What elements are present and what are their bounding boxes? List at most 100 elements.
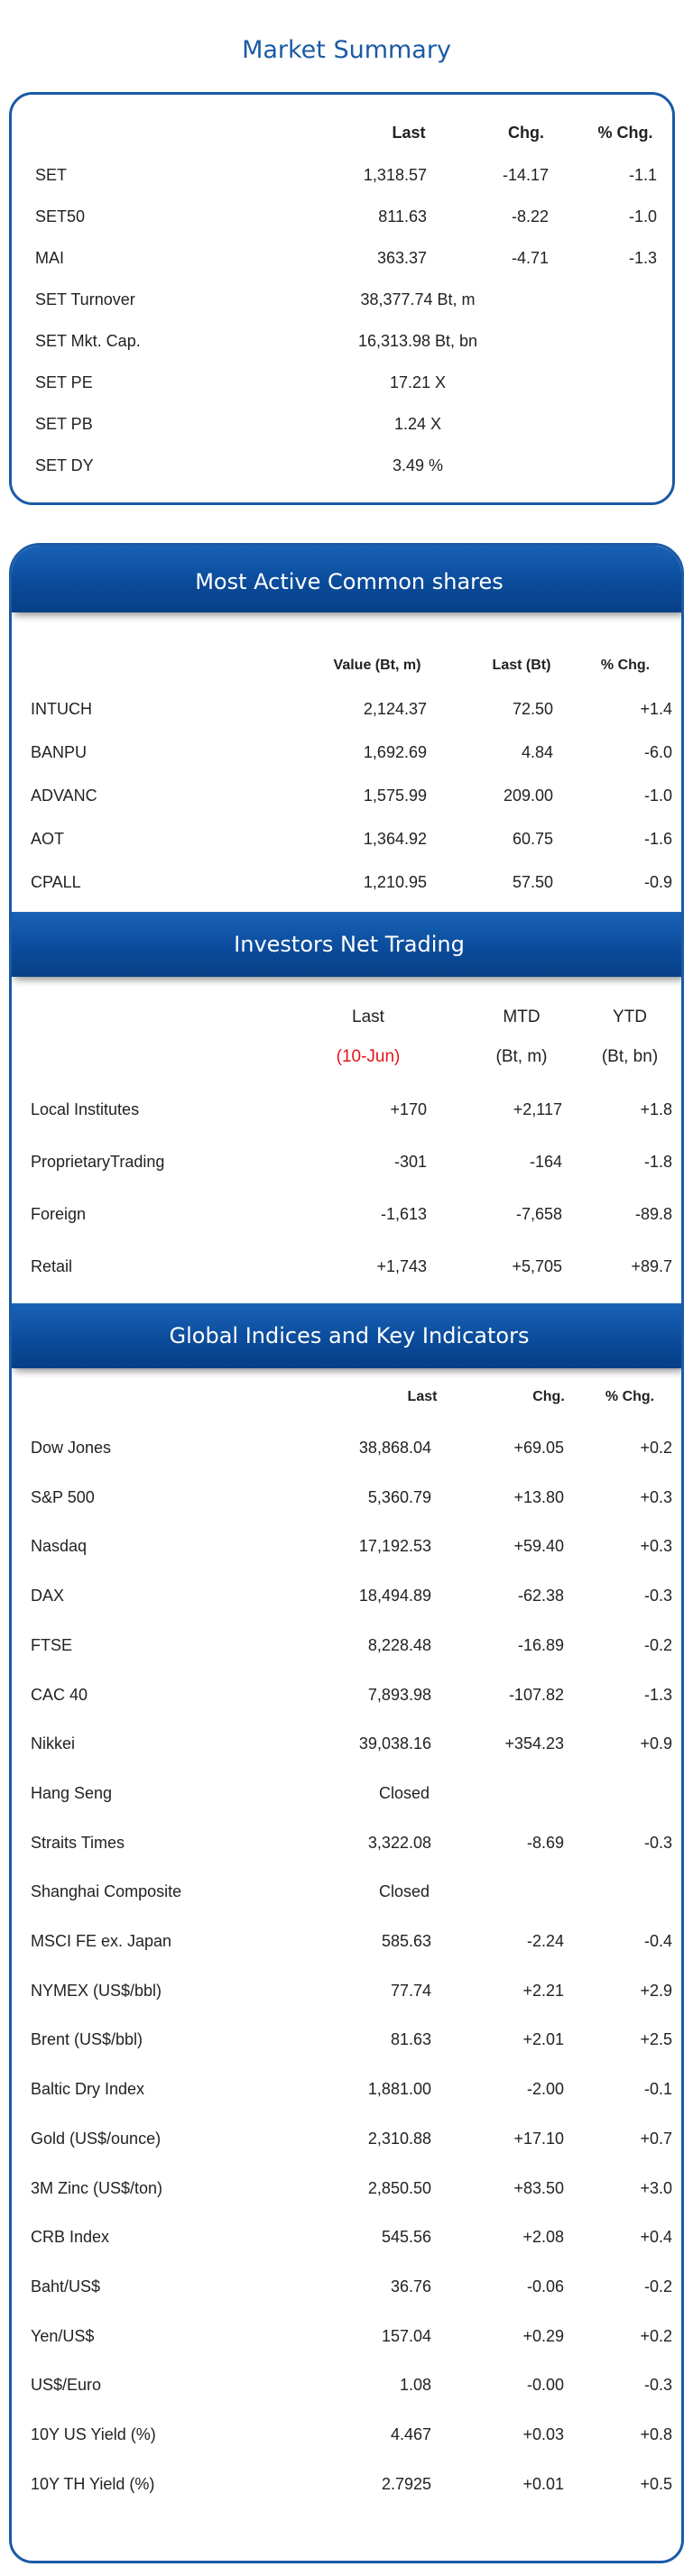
indicator-pct-chg: -1.3	[643, 1686, 672, 1704]
investor-mtd: -7,658	[515, 1205, 562, 1223]
indicator-last: Closed	[378, 1882, 430, 1900]
indicator-pct-chg: -0.2	[643, 2277, 672, 2295]
indicator-pct-chg: -0.3	[643, 2376, 672, 2394]
stock-pct-chg: -1.0	[643, 787, 672, 805]
indicator-chg: +0.29	[522, 2327, 564, 2345]
market-summary-card: Last Chg. % Chg. SET 1,318.57 -14.17 -1.…	[9, 92, 675, 505]
indicator-name: FTSE	[31, 1636, 73, 1654]
investor-name: ProprietaryTrading	[31, 1153, 165, 1171]
indicator-chg: +17.10	[513, 2130, 564, 2148]
indicator-name: NYMEX (US$/bbl)	[31, 1982, 162, 2000]
stock-value: 1,575.99	[363, 787, 427, 805]
indicator-chg: +69.05	[513, 1439, 564, 1457]
indicator-last: 38,868.04	[358, 1439, 431, 1457]
indicator-chg: -107.82	[508, 1686, 564, 1704]
indicator-last: 17,192.53	[358, 1537, 431, 1555]
indicator-last: 2.7925	[381, 2475, 431, 2493]
indicator-last: 36.76	[390, 2277, 431, 2295]
col-header-last: Last (Bt)	[492, 658, 551, 673]
investor-mtd: +2,117	[513, 1100, 562, 1118]
row-name: SET Turnover	[35, 290, 135, 308]
indicator-chg: +2.01	[522, 2030, 564, 2048]
indicator-last: 2,850.50	[367, 2179, 431, 2197]
indicator-chg: -8.69	[526, 1834, 564, 1852]
stock-pct-chg: -0.9	[643, 873, 672, 891]
indicator-last: 2,310.88	[367, 2130, 431, 2148]
investor-last: +1,743	[376, 1257, 427, 1275]
investor-name: Retail	[31, 1257, 73, 1275]
indicator-pct-chg: -0.4	[643, 1932, 672, 1950]
col-header-pct-chg: % Chg.	[600, 658, 651, 673]
indicator-last: 545.56	[381, 2228, 431, 2246]
investor-last: -301	[393, 1153, 427, 1171]
stock-name: INTUCH	[31, 700, 92, 718]
col-header-ytd: YTD	[613, 1007, 647, 1026]
row-name: SET PB	[35, 415, 93, 433]
investor-name: Local Institutes	[31, 1100, 140, 1118]
indicator-chg: -2.00	[526, 2080, 564, 2098]
indicator-name: Hang Seng	[31, 1784, 113, 1802]
indicator-pct-chg: +0.7	[640, 2130, 672, 2148]
row-last: 1,318.57	[363, 166, 427, 184]
indicator-name: Gold (US$/ounce)	[31, 2130, 162, 2148]
stock-last: 72.50	[512, 700, 553, 718]
indicator-last: 7,893.98	[367, 1686, 431, 1704]
row-last: 811.63	[378, 207, 427, 225]
indicator-name: Baht/US$	[31, 2277, 101, 2295]
stock-name: AOT	[31, 830, 65, 848]
indicator-name: CRB Index	[31, 2228, 110, 2246]
indicator-chg: +2.21	[522, 1982, 564, 2000]
indicator-name: Straits Times	[31, 1834, 125, 1852]
ytd-unit-label: (Bt, bn)	[601, 1047, 659, 1066]
indicator-pct-chg: +0.9	[640, 1734, 672, 1753]
indicator-pct-chg: +0.8	[640, 2425, 672, 2443]
indicator-chg: +13.80	[513, 1488, 564, 1506]
stock-last: 4.84	[521, 743, 553, 761]
row-name: SET DY	[35, 456, 94, 474]
indicator-name: US$/Euro	[31, 2376, 102, 2394]
row-pct-chg: -1.1	[628, 166, 657, 184]
investor-mtd: -164	[529, 1153, 562, 1171]
indicator-last: 1.08	[399, 2376, 431, 2394]
stock-pct-chg: -1.6	[643, 830, 672, 848]
indicator-name: Yen/US$	[31, 2327, 95, 2345]
stock-name: BANPU	[31, 743, 88, 761]
indicator-chg: -0.00	[526, 2376, 564, 2394]
indicator-last: 1,881.00	[367, 2080, 431, 2098]
row-name: SET PE	[35, 373, 93, 391]
investor-ytd: +89.7	[631, 1257, 672, 1275]
stock-name: CPALL	[31, 873, 81, 891]
investor-last: +170	[390, 1100, 427, 1118]
col-header-mtd: MTD	[503, 1007, 541, 1026]
indicator-last: Closed	[378, 1784, 430, 1802]
market-data-card: Most Active Common shares Value (Bt, m) …	[9, 543, 684, 2563]
indicator-name: DAX	[31, 1587, 65, 1605]
col-header-pct-chg: % Chg.	[597, 124, 653, 142]
indicator-chg: -2.24	[526, 1932, 564, 1950]
indicator-last: 81.63	[390, 2030, 431, 2048]
col-header-chg: Chg.	[508, 124, 544, 142]
indicator-pct-chg: +0.3	[640, 1488, 672, 1506]
global-indices-header: Global Indices and Key Indicators	[12, 1303, 681, 1368]
row-name: SET50	[35, 207, 86, 225]
stock-last: 60.75	[512, 830, 553, 848]
indicator-chg: +2.08	[522, 2228, 564, 2246]
stock-value: 2,124.37	[363, 700, 427, 718]
col-header-last: Last	[352, 1007, 384, 1026]
stock-value: 1,692.69	[363, 743, 427, 761]
indicator-name: Dow Jones	[31, 1439, 112, 1457]
most-active-header: Most Active Common shares	[12, 546, 681, 612]
stock-last: 209.00	[503, 787, 553, 805]
indicator-name: CAC 40	[31, 1686, 88, 1704]
indicator-pct-chg: -0.2	[643, 1636, 672, 1654]
col-header-pct-chg: % Chg.	[605, 1389, 655, 1404]
indicator-last: 18,494.89	[358, 1587, 431, 1605]
indicator-chg: +83.50	[513, 2179, 564, 2197]
indicator-name: Brent (US$/bbl)	[31, 2030, 143, 2048]
indicator-chg: -62.38	[517, 1587, 564, 1605]
indicator-name: 3M Zinc (US$/ton)	[31, 2179, 163, 2197]
indicator-name: Nikkei	[31, 1734, 76, 1753]
indicator-name: 10Y US Yield (%)	[31, 2425, 156, 2443]
indicator-pct-chg: +0.3	[640, 1537, 672, 1555]
stock-name: ADVANC	[31, 787, 97, 805]
